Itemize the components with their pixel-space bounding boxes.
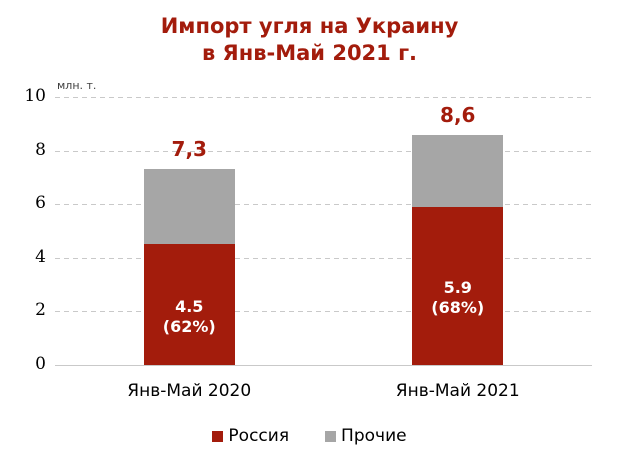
y-tick-label: 2 [35, 300, 46, 321]
bar-inner-label-line: 5.9 [443, 277, 472, 297]
y-tick-label: 4 [35, 246, 46, 267]
y-axis-units-label: млн. т. [57, 79, 97, 92]
gridline [55, 97, 592, 98]
bar-total-label: 8,6 [440, 102, 476, 127]
x-tick-label: Янв-Май 2020 [127, 381, 252, 401]
bar-segment-others [412, 134, 504, 207]
bar-segment-russia [412, 206, 504, 365]
bar-inner-label: 4.5 (62%) [144, 256, 235, 377]
bar-total-label: 7,3 [171, 137, 207, 162]
bar-segment-others [143, 169, 235, 245]
legend-label: Прочие [341, 426, 407, 446]
legend: Россия Прочие [0, 426, 619, 446]
gridline [55, 257, 592, 259]
bar-inner-label-line: (62%) [162, 316, 216, 336]
chart-title: Импорт угля на Украину в Янв-Май 2021 г. [0, 13, 619, 67]
bar-segment-russia [143, 244, 235, 365]
bar-inner-label: 5.9 (68%) [412, 219, 503, 377]
gridline [55, 204, 592, 206]
chart-title-line1: Импорт угля на Украину [160, 14, 459, 38]
gridline [55, 311, 592, 313]
y-tick-label: 6 [35, 193, 46, 214]
legend-item: Россия [212, 426, 289, 446]
bar-inner-label-line: 4.5 [175, 296, 204, 316]
gridline [55, 150, 592, 152]
y-tick-label: 8 [35, 139, 46, 160]
legend-swatch [325, 430, 337, 442]
x-axis-line [55, 365, 592, 366]
y-tick-label: 10 [24, 86, 46, 107]
bar-inner-label-line: (68%) [431, 297, 485, 317]
y-tick-label: 0 [35, 354, 46, 375]
legend-label: Россия [228, 426, 290, 446]
x-tick-label: Янв-Май 2021 [395, 381, 520, 401]
legend-item: Прочие [325, 426, 407, 446]
chart-title-line2: в Янв-Май 2021 г. [201, 41, 418, 65]
legend-swatch [212, 430, 224, 442]
